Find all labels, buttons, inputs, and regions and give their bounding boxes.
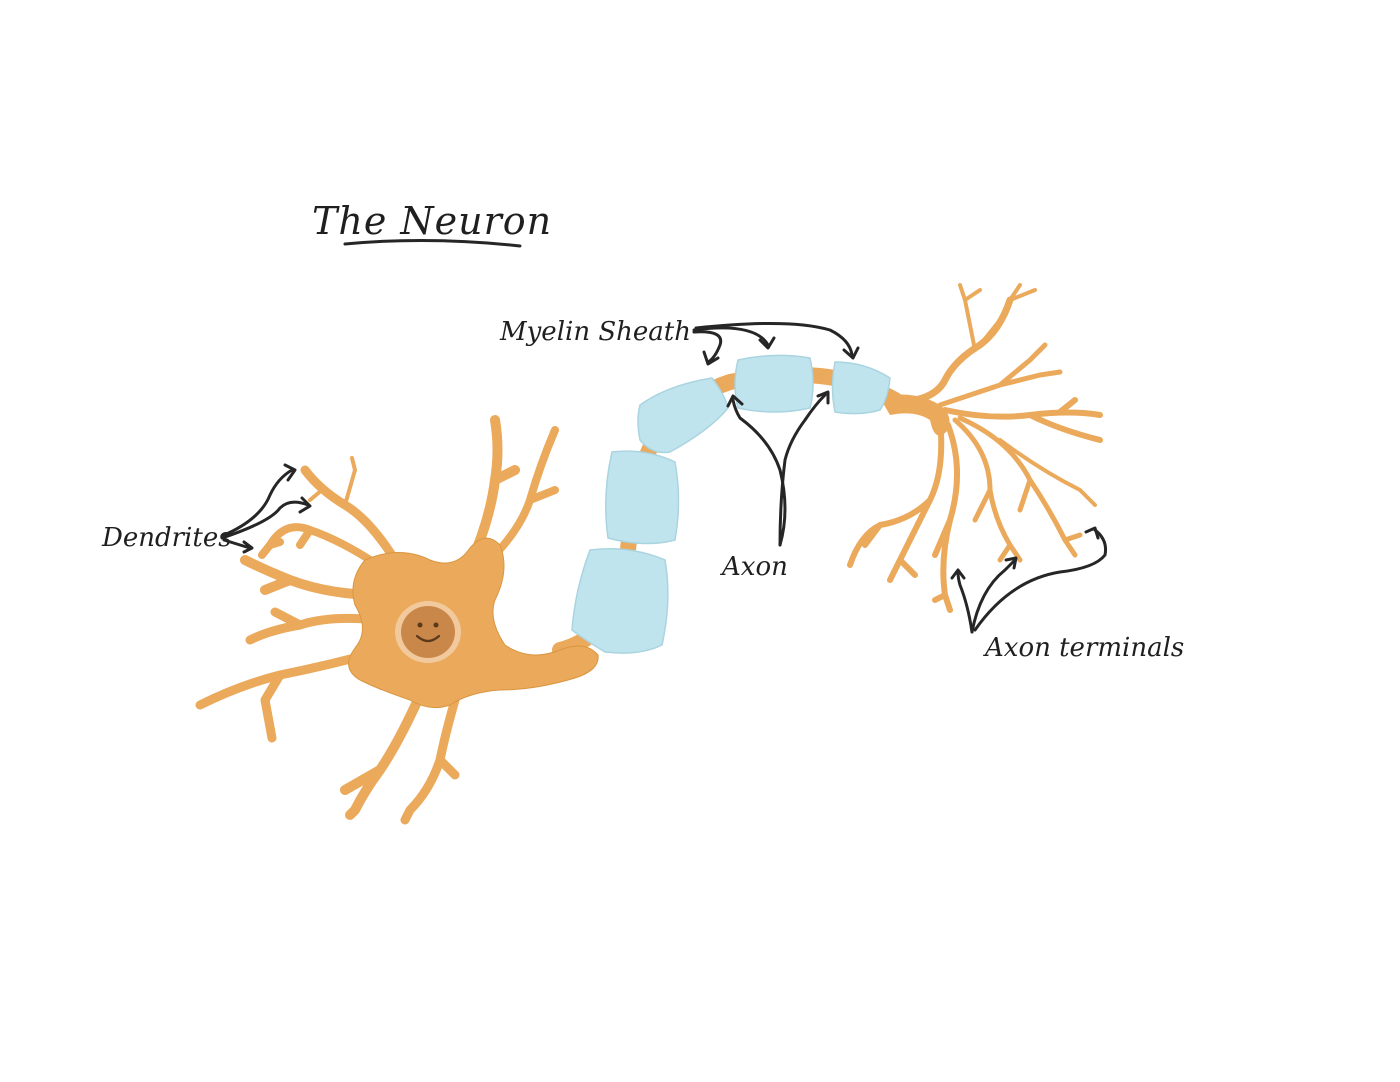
nucleus-eye-left <box>417 622 423 628</box>
nucleus-eye-right <box>433 622 439 628</box>
cell-body <box>348 537 599 709</box>
axon-terminal-branches <box>847 283 1103 613</box>
myelin-sheath-label: Myelin Sheath <box>499 317 691 347</box>
nucleus-smile <box>415 634 441 643</box>
axon-arrows <box>726 390 830 547</box>
dendrites-arrows <box>220 463 312 554</box>
myelin-sheath-arrows <box>692 321 860 366</box>
myelin-segment-1 <box>571 548 669 654</box>
myelin-segment-3 <box>637 377 729 454</box>
axon-terminals-label: Axon terminals <box>983 633 1184 663</box>
nucleus <box>395 601 461 663</box>
myelin-sheath-segments <box>571 354 891 654</box>
axon-label: Axon <box>720 552 788 582</box>
title-underline <box>343 238 522 248</box>
myelin-segment-5 <box>831 361 891 415</box>
diagram-title: The Neuron <box>312 199 552 243</box>
dendrites-label: Dendrites <box>101 523 232 553</box>
cell-dendrites <box>195 415 559 825</box>
axon-terminals-arrows <box>950 526 1107 634</box>
myelin-segment-2 <box>605 450 680 545</box>
myelin-segment-4 <box>734 354 814 413</box>
